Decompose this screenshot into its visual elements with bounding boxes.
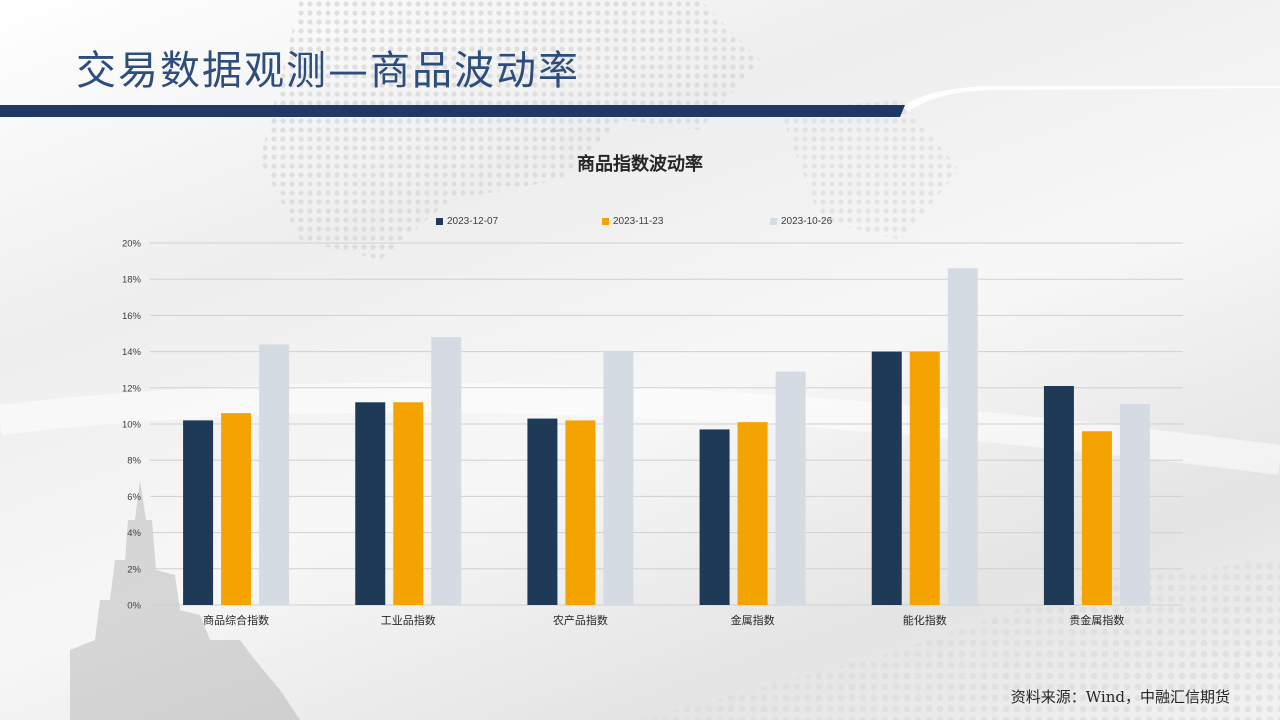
world-map-dots xyxy=(260,0,760,260)
bar xyxy=(775,371,806,605)
y-tick-label: 14% xyxy=(122,347,142,358)
bar xyxy=(183,420,214,605)
source-note: 资料来源：Wind，中融汇信期货 xyxy=(1010,688,1230,706)
y-tick-label: 4% xyxy=(127,528,141,539)
x-tick-label: 商品综合指数 xyxy=(203,613,269,627)
y-tick-label: 0% xyxy=(127,601,141,612)
bar xyxy=(393,402,424,605)
bar xyxy=(1119,404,1150,605)
bar xyxy=(603,351,634,605)
bar xyxy=(355,402,386,605)
y-tick-label: 16% xyxy=(122,311,142,322)
legend-swatch xyxy=(436,218,443,225)
chart-title: 商品指数波动率 xyxy=(577,154,703,175)
bar xyxy=(947,268,978,605)
bar xyxy=(871,351,902,605)
bar xyxy=(527,418,558,605)
x-tick-label: 农产品指数 xyxy=(553,613,608,627)
bar xyxy=(737,422,768,605)
bar xyxy=(221,413,252,605)
y-tick-label: 6% xyxy=(127,492,141,503)
legend-label: 2023-12-07 xyxy=(447,216,499,227)
bar xyxy=(565,420,596,605)
bar xyxy=(1081,431,1112,605)
y-tick-label: 12% xyxy=(122,383,142,394)
legend-item-series-3: 2023-10-26 xyxy=(770,216,832,227)
y-tick-label: 2% xyxy=(127,564,141,575)
legend-swatch xyxy=(602,218,609,225)
y-tick-label: 10% xyxy=(122,420,142,431)
world-map-dots-2 xyxy=(780,100,960,240)
bar xyxy=(1043,385,1074,605)
page-title: 交易数据观测—商品波动率 xyxy=(76,48,580,94)
x-tick-label: 能化指数 xyxy=(903,613,947,627)
legend-label: 2023-10-26 xyxy=(781,216,833,227)
bar xyxy=(699,429,730,605)
legend-label: 2023-11-23 xyxy=(613,216,664,227)
x-tick-label: 贵金属指数 xyxy=(1069,613,1124,627)
y-tick-label: 18% xyxy=(122,275,142,286)
legend-swatch xyxy=(770,218,777,225)
y-tick-label: 20% xyxy=(122,239,142,250)
bar xyxy=(259,344,290,605)
legend-item-series-2: 2023-11-23 xyxy=(602,216,663,227)
chart-legend: 2023-12-07 2023-11-23 2023-10-26 xyxy=(0,216,1280,230)
bar xyxy=(909,351,940,605)
y-tick-label: 8% xyxy=(127,456,141,467)
bar xyxy=(431,337,462,605)
legend-item-series-1: 2023-12-07 xyxy=(436,216,498,227)
x-tick-label: 金属指数 xyxy=(731,613,775,627)
x-tick-label: 工业品指数 xyxy=(381,613,436,627)
city-skyline-silhouette xyxy=(70,480,300,720)
